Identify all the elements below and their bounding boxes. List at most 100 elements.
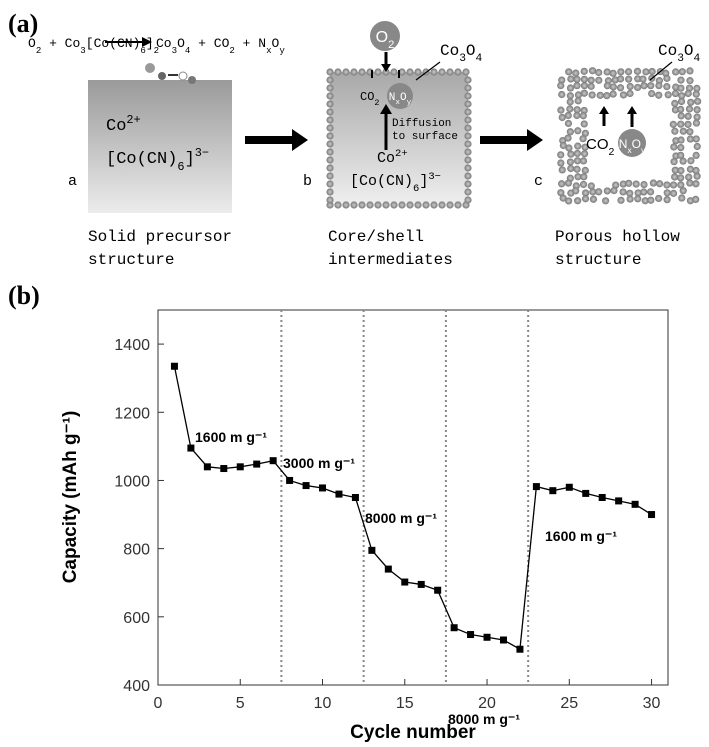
bead [609,83,617,91]
bead [406,68,414,76]
bead [634,195,642,203]
bead [694,97,702,105]
bead [581,129,589,137]
text-part: N [389,92,396,104]
bead [574,127,582,135]
bead [693,84,701,93]
bead [558,76,566,84]
text-part: O [632,137,641,151]
bead [464,76,472,84]
bead [692,119,701,127]
bead [557,151,565,159]
bead [612,181,620,189]
series-line [173,366,652,651]
bead [358,201,366,209]
diagram-label: Core/shell [328,228,424,246]
diagram-label: CO2 [360,90,379,108]
bead [672,68,680,76]
bead [573,149,581,158]
marker [253,460,261,468]
bead [326,148,334,156]
bead [582,189,590,197]
process-arrow [245,129,308,151]
text-part: Co [440,42,459,60]
bead [611,76,619,84]
bead [559,141,567,150]
annotation: 8000 m g⁻¹ [448,711,520,727]
marker [450,624,458,632]
diagram-label: b [303,173,312,190]
bead [326,84,334,92]
diagram-label: Solid precursor [88,228,232,246]
bead [655,91,663,99]
bead [326,172,334,180]
bead [573,82,581,90]
text-part: ] [146,36,154,51]
bead [557,189,565,197]
marker [187,444,195,452]
bead [406,201,414,209]
bead [565,144,573,152]
diagram-label: structure [555,251,641,269]
bead [398,68,406,76]
text-part: [Co(CN) [106,150,177,169]
diagram-label: Co2+ [377,148,408,167]
bead [573,106,581,114]
bead [677,181,685,189]
bead [188,76,196,84]
bead [326,100,334,108]
marker [467,631,475,639]
annotation: 3000 m g⁻¹ [283,455,355,471]
bead [566,105,574,113]
text-part: + CO [190,36,229,51]
bead [610,186,618,195]
marker [499,636,507,644]
bead [567,150,575,158]
diagram-label: [Co(CN)6]3− [350,171,441,195]
text-part: 2 [388,39,394,51]
bead [579,112,587,120]
text-part: Co [658,42,677,60]
gas-bubble [387,83,413,109]
bead [684,112,692,120]
x-axis-title: Cycle number [350,722,476,743]
annotation: 1600 m g⁻¹ [195,429,267,445]
bead [603,187,611,195]
bead [693,172,701,180]
bead [692,135,700,143]
bead [677,136,685,144]
bead [603,68,611,76]
bead [633,67,642,75]
text-part: CO [360,90,374,104]
bead [573,165,581,173]
bead [686,77,694,85]
marker [236,463,244,471]
bead [678,194,686,202]
text-part: 4 [476,53,483,65]
bead [677,76,685,84]
bead [693,106,701,114]
bead [634,83,642,92]
diagram-label: CO2 [586,136,615,158]
bead [326,201,334,209]
bead [464,148,472,156]
bead [580,67,588,75]
bead [326,164,334,172]
bead [326,188,334,196]
bead [677,174,685,182]
bead [326,124,334,132]
bead [693,113,701,121]
text-part: Co [156,36,172,51]
diagram-label: c [534,173,543,190]
bead [178,71,188,81]
bead [462,68,470,76]
pointer [415,61,441,81]
bead [663,74,671,82]
bead [679,127,687,135]
bead [558,113,566,122]
bead [382,201,390,209]
chart: 400 600 800 1000 1200 1400 0 5 10 15 20 25 30 1600 m … [114,310,661,727]
bead [603,82,611,90]
gas-bubble [370,21,400,51]
